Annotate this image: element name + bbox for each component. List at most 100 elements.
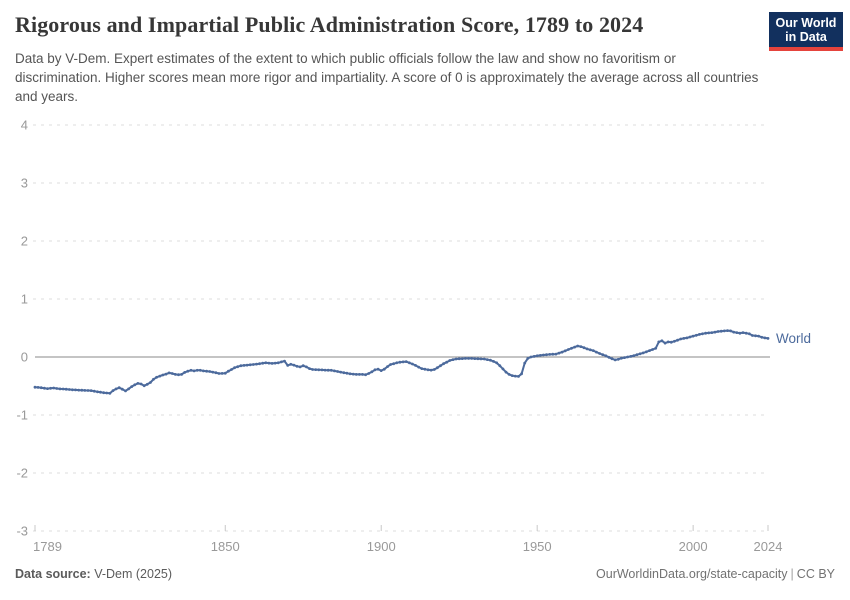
data-point-marker — [451, 358, 455, 361]
data-point-marker — [86, 389, 90, 392]
data-point-marker — [492, 360, 495, 363]
data-point-marker — [245, 363, 249, 367]
data-point-marker — [635, 353, 639, 357]
data-point-marker — [364, 373, 367, 377]
chart-title: Rigorous and Impartial Public Administra… — [15, 12, 644, 37]
data-point-marker — [632, 354, 636, 357]
data-point-marker — [336, 370, 339, 373]
x-tick-label: 1950 — [523, 539, 552, 554]
data-point-marker — [423, 367, 427, 371]
data-point-marker — [117, 386, 121, 390]
subtitle-line: Data by V-Dem. Expert estimates of the e… — [15, 51, 661, 66]
data-point-marker — [220, 372, 224, 375]
x-tick-label: 2000 — [679, 539, 708, 554]
data-point-marker — [58, 387, 62, 391]
data-point-marker — [554, 352, 558, 356]
data-point-marker — [538, 354, 542, 357]
data-point-marker — [329, 368, 333, 372]
data-point-marker — [230, 368, 233, 371]
data-point-marker — [436, 366, 439, 370]
data-point-marker — [255, 362, 258, 366]
data-point-marker — [582, 346, 586, 350]
x-tick-label: 1900 — [367, 539, 396, 554]
data-point-marker — [660, 339, 664, 343]
data-point-marker — [233, 366, 237, 370]
data-point-marker — [744, 331, 748, 335]
data-point-marker — [673, 339, 676, 343]
data-point-marker — [167, 371, 171, 375]
data-point-marker — [323, 368, 327, 372]
data-point-marker — [573, 345, 576, 349]
data-point-marker — [529, 355, 533, 359]
data-point-marker — [685, 336, 689, 340]
data-point-marker — [142, 384, 146, 388]
y-tick-label: 3 — [21, 176, 28, 191]
data-point-marker — [223, 371, 227, 375]
data-point-marker — [520, 372, 523, 376]
data-point-marker — [560, 350, 564, 354]
data-point-marker — [152, 377, 155, 381]
data-point-marker — [211, 370, 215, 374]
data-point-marker — [464, 357, 467, 360]
data-point-marker — [526, 357, 530, 360]
owid-logo[interactable]: Our World in Data — [769, 12, 843, 51]
data-source-label: Data source: — [15, 567, 91, 581]
data-point-marker — [570, 346, 573, 350]
data-point-marker — [688, 335, 692, 339]
world-series-label[interactable]: World — [776, 331, 811, 346]
data-point-marker — [620, 356, 623, 360]
y-tick-label: -2 — [16, 466, 28, 481]
data-point-marker — [641, 351, 645, 355]
data-point-marker — [638, 352, 642, 356]
data-point-marker — [96, 390, 99, 394]
owid-logo-line1: Our World — [775, 16, 837, 30]
data-point-marker — [629, 355, 633, 358]
data-point-marker — [691, 334, 695, 338]
data-point-marker — [704, 331, 707, 335]
owid-url-link[interactable]: OurWorldinData.org/state-capacity — [596, 567, 788, 581]
data-point-marker — [470, 357, 474, 360]
y-tick-label: 0 — [21, 350, 28, 365]
data-point-marker — [314, 368, 318, 371]
data-point-marker — [613, 358, 617, 362]
data-point-marker — [361, 373, 364, 376]
data-point-marker — [52, 386, 56, 390]
owid-logo-accent-bar — [769, 47, 843, 51]
data-point-marker — [333, 369, 336, 373]
data-point-marker — [732, 330, 736, 334]
data-point-marker — [698, 333, 701, 336]
data-point-marker — [676, 338, 679, 342]
data-point-marker — [376, 367, 380, 371]
data-point-marker — [442, 362, 445, 366]
y-tick-label: 1 — [21, 292, 28, 307]
data-point-marker — [610, 357, 614, 361]
data-point-marker — [170, 372, 174, 375]
data-point-marker — [498, 364, 502, 368]
data-point-marker — [645, 350, 648, 354]
x-tick-labels: 1789 1850 1900 1950 2000 2024 — [33, 525, 782, 554]
data-point-marker — [735, 331, 739, 334]
data-point-marker — [648, 349, 651, 352]
data-point-marker — [43, 386, 46, 390]
x-tick-label: 1789 — [33, 539, 62, 554]
data-point-marker — [305, 365, 308, 369]
data-point-marker — [576, 344, 580, 348]
data-point-marker — [489, 358, 492, 362]
data-point-marker — [760, 335, 764, 339]
footer-links: OurWorldinData.org/state-capacity | CC BY — [596, 567, 835, 581]
data-point-marker — [426, 368, 430, 372]
data-point-marker — [682, 337, 686, 340]
data-point-marker — [292, 363, 296, 367]
data-point-marker — [139, 382, 143, 386]
data-point-marker — [457, 357, 461, 361]
data-point-marker — [289, 362, 293, 366]
data-point-marker — [192, 369, 196, 373]
data-point-marker — [64, 387, 68, 391]
world-line — [34, 329, 769, 395]
data-point-marker — [395, 361, 399, 365]
data-point-marker — [567, 348, 570, 351]
data-point-marker — [479, 357, 483, 361]
data-point-marker — [373, 368, 377, 372]
data-point-marker — [666, 340, 670, 344]
data-point-marker — [532, 355, 536, 358]
